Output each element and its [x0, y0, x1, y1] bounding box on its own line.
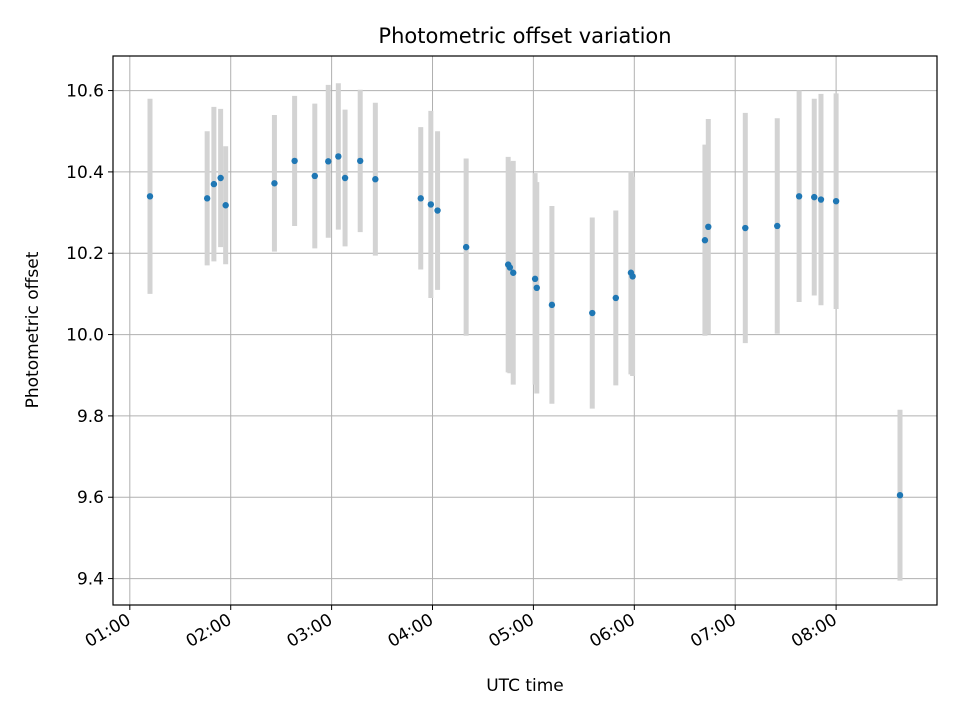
- data-point: [203, 195, 211, 202]
- data-point: [271, 180, 278, 187]
- data-point: [291, 157, 298, 165]
- data-point: [325, 158, 332, 165]
- data-point: [533, 284, 540, 291]
- x-axis-title: UTC time: [486, 676, 564, 696]
- y-tick-label: 10.0: [66, 326, 104, 346]
- data-point: [335, 153, 342, 160]
- data-point: [896, 492, 904, 499]
- data-points: [146, 153, 904, 499]
- y-tick-label: 10.6: [66, 82, 104, 102]
- data-point: [612, 294, 620, 302]
- data-point: [462, 243, 470, 251]
- data-point: [417, 195, 424, 202]
- y-tick-label: 10.4: [66, 163, 104, 183]
- y-tick-label: 10.2: [66, 244, 104, 264]
- data-point: [434, 207, 441, 214]
- y-axis-title: Photometric offset: [23, 251, 43, 408]
- y-tick-label: 9.4: [77, 570, 104, 590]
- data-point: [531, 275, 539, 283]
- data-point: [510, 269, 517, 276]
- data-point: [548, 301, 556, 309]
- data-point: [832, 197, 840, 205]
- y-axis-ticks: 9.4 9.6 9.8 10.0 10.2 10.4 10.6: [66, 82, 113, 590]
- data-point: [217, 174, 224, 182]
- data-point: [372, 176, 379, 183]
- data-point: [701, 237, 709, 244]
- data-point: [705, 223, 712, 230]
- data-point: [774, 222, 781, 230]
- chart-title: Photometric offset variation: [378, 24, 671, 48]
- data-point: [811, 193, 818, 201]
- data-point: [506, 264, 514, 271]
- data-point: [222, 202, 229, 209]
- data-point: [817, 196, 825, 203]
- data-point: [341, 174, 349, 182]
- data-point: [210, 180, 218, 188]
- data-point: [311, 172, 318, 180]
- data-point: [427, 201, 435, 208]
- y-tick-label: 9.6: [77, 488, 104, 508]
- data-point: [742, 224, 749, 232]
- y-tick-label: 9.8: [77, 407, 104, 427]
- data-point: [146, 193, 154, 200]
- data-point: [589, 309, 596, 317]
- data-point: [357, 157, 364, 165]
- plot-frame: [112, 55, 938, 606]
- data-point: [795, 193, 803, 200]
- data-point: [629, 273, 636, 280]
